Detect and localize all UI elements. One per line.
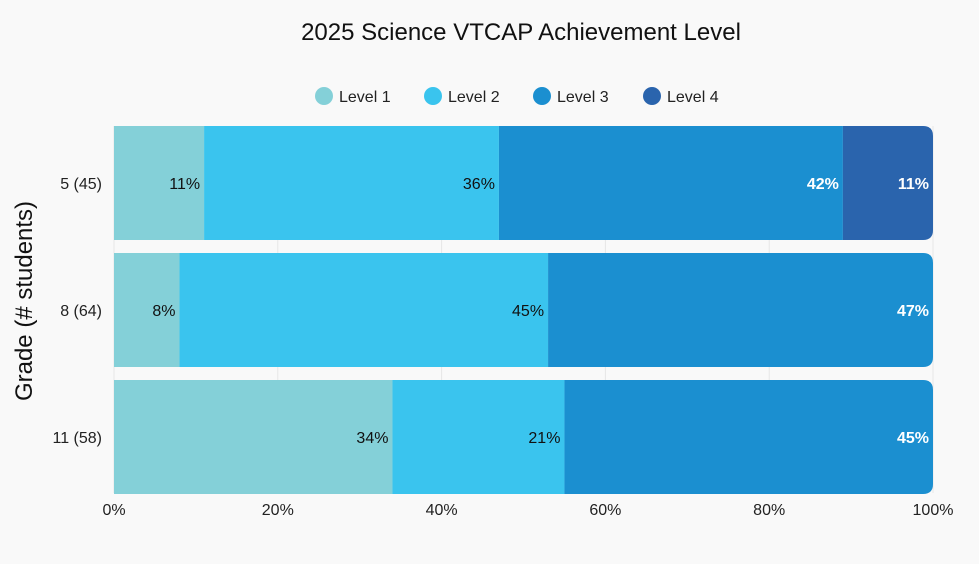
bar-row bbox=[114, 253, 933, 367]
legend-swatch bbox=[315, 87, 333, 105]
x-tick-labels: 0% 20% 40% 60% 80% 100% bbox=[102, 502, 953, 519]
bar-segment bbox=[204, 126, 499, 240]
bar-row bbox=[114, 126, 933, 240]
chart-title: 2025 Science VTCAP Achievement Level bbox=[301, 19, 741, 46]
legend-item: Level 4 bbox=[643, 87, 719, 106]
category-label: 11 (58) bbox=[52, 430, 102, 447]
x-tick-label: 80% bbox=[753, 502, 785, 519]
legend: Level 1 Level 2 Level 3 Level 4 bbox=[315, 87, 719, 106]
legend-item: Level 3 bbox=[533, 87, 609, 106]
y-axis-label: Grade (# students) bbox=[11, 201, 38, 401]
legend-swatch bbox=[424, 87, 442, 105]
value-label: 11% bbox=[169, 176, 200, 193]
x-tick-label: 20% bbox=[262, 502, 294, 519]
bar-segment bbox=[114, 126, 205, 240]
x-tick-label: 40% bbox=[426, 502, 458, 519]
legend-label: Level 4 bbox=[667, 89, 719, 106]
value-label: 21% bbox=[528, 430, 560, 447]
bar-segment bbox=[842, 126, 933, 240]
value-label: 42% bbox=[807, 176, 839, 193]
value-label: 8% bbox=[152, 303, 175, 320]
value-label: 45% bbox=[512, 303, 544, 320]
bar-segment bbox=[114, 380, 393, 494]
category-label: 8 (64) bbox=[60, 303, 102, 320]
value-labels: 11% 36% 42% 11% 8% 45% 47% 34% 21% 45% bbox=[152, 176, 929, 447]
x-tick-label: 0% bbox=[102, 502, 125, 519]
legend-swatch bbox=[533, 87, 551, 105]
bar-segment bbox=[392, 380, 565, 494]
x-tick-label: 60% bbox=[589, 502, 621, 519]
value-label: 45% bbox=[897, 430, 929, 447]
value-label: 11% bbox=[898, 176, 929, 193]
value-label: 36% bbox=[463, 176, 495, 193]
value-label: 34% bbox=[356, 430, 388, 447]
bar-segment bbox=[114, 253, 180, 367]
bar-segment bbox=[179, 253, 549, 367]
legend-label: Level 3 bbox=[557, 89, 609, 106]
legend-label: Level 1 bbox=[339, 89, 391, 106]
bar-row bbox=[114, 380, 933, 494]
bars bbox=[114, 126, 933, 494]
value-label: 47% bbox=[897, 303, 929, 320]
legend-label: Level 2 bbox=[448, 89, 500, 106]
bar-segment bbox=[498, 126, 843, 240]
category-label: 5 (45) bbox=[60, 176, 102, 193]
x-tick-label: 100% bbox=[913, 502, 954, 519]
legend-item: Level 2 bbox=[424, 87, 500, 106]
legend-item: Level 1 bbox=[315, 87, 391, 106]
bar-segment bbox=[564, 380, 933, 494]
legend-swatch bbox=[643, 87, 661, 105]
bar-segment bbox=[548, 253, 933, 367]
category-labels: 5 (45) 8 (64) 11 (58) bbox=[52, 176, 102, 447]
